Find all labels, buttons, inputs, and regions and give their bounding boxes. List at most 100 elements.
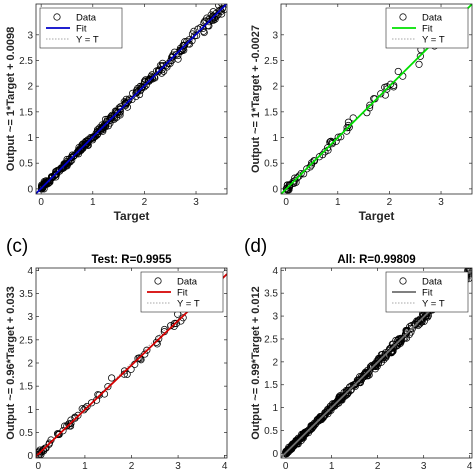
data-point xyxy=(285,183,293,192)
data-point xyxy=(414,317,422,325)
data-point xyxy=(338,393,346,401)
data-point xyxy=(361,370,370,378)
chart-title: All: R=0.99809 xyxy=(337,254,415,266)
x-tick-label: 1 xyxy=(82,461,88,472)
data-point xyxy=(97,124,106,132)
legend-data-marker xyxy=(399,13,407,21)
data-point xyxy=(285,181,293,190)
data-point xyxy=(193,31,201,40)
y-axis-label: Output ~= 0.96*Target + 0.033 xyxy=(5,286,17,440)
data-point xyxy=(386,345,394,353)
data-point xyxy=(123,103,132,111)
data-point xyxy=(60,161,68,169)
data-point xyxy=(199,24,207,32)
data-point xyxy=(36,448,44,456)
data-point xyxy=(57,164,66,172)
y-tick-label: 2.5 xyxy=(264,334,278,345)
data-point xyxy=(93,128,101,136)
axes-box xyxy=(280,267,473,459)
data-point xyxy=(140,83,148,91)
data-point xyxy=(63,422,71,430)
data-point xyxy=(347,385,355,394)
y-tick-label: 1.5 xyxy=(19,382,33,393)
chart-panel-4: 0 1 2 3 4 0 0.5 1 1.5 2 2.5 3 3.5 4 Output ~= 0.99*Tar… xyxy=(244,236,473,472)
axes-box xyxy=(35,3,228,195)
legend-entry: Y = T xyxy=(422,34,445,45)
x-tick-label: 1 xyxy=(335,197,341,208)
data-point xyxy=(421,313,429,321)
data-point xyxy=(331,399,340,407)
chart-panel-1: 0 1 2 3 0 0.5 1 1.5 2 2.5 3 Target Output ~= 1*Targe… xyxy=(5,3,228,223)
data-points xyxy=(36,284,221,458)
data-point xyxy=(299,430,308,438)
data-point xyxy=(366,101,374,109)
legend-entry: Fit xyxy=(422,23,433,34)
data-point xyxy=(415,60,423,68)
x-tick-label: 1 xyxy=(329,461,335,472)
x-axis-label: Target xyxy=(114,209,150,223)
data-point xyxy=(69,152,77,160)
data-point xyxy=(319,413,327,421)
data-point xyxy=(308,421,316,429)
data-point xyxy=(422,312,430,320)
data-point xyxy=(381,91,389,99)
data-point xyxy=(136,87,144,95)
x-tick-label: 1 xyxy=(90,197,96,208)
y-tick-label: 0.5 xyxy=(264,159,278,170)
legend-entry: Fit xyxy=(76,23,87,34)
x-tick-label: 3 xyxy=(193,197,199,208)
y-tick-label: 3 xyxy=(272,30,278,41)
data-point xyxy=(116,106,124,114)
data-point xyxy=(102,120,110,128)
data-point xyxy=(343,124,351,132)
x-tick-label: 2 xyxy=(129,461,135,472)
data-point xyxy=(342,391,350,399)
data-point xyxy=(390,83,398,91)
data-point xyxy=(162,61,170,70)
data-point xyxy=(73,148,81,157)
data-point xyxy=(104,383,112,391)
data-point xyxy=(132,89,140,97)
y-tick-label: 0.5 xyxy=(19,159,33,170)
data-point xyxy=(65,420,73,428)
data-point xyxy=(39,446,47,454)
y-tick-label: 0.5 xyxy=(264,426,278,437)
data-point xyxy=(155,335,163,343)
data-point xyxy=(81,404,89,412)
data-point xyxy=(401,330,410,338)
data-point xyxy=(301,428,309,436)
data-point xyxy=(58,165,66,173)
legend-data-marker xyxy=(154,277,162,285)
data-point xyxy=(152,338,161,346)
data-point xyxy=(176,48,184,56)
data-point xyxy=(344,118,353,126)
chart-title: Test: R=0.9955 xyxy=(91,254,172,266)
y-tick-label: 2.5 xyxy=(264,56,278,67)
panel-label: (d) xyxy=(244,236,267,257)
y-tick-label: 3.5 xyxy=(19,289,33,300)
data-point xyxy=(200,28,208,37)
data-point xyxy=(328,140,336,148)
data-point xyxy=(154,68,163,76)
data-point xyxy=(378,354,387,362)
x-tick-label: 3 xyxy=(421,461,427,472)
data-point xyxy=(371,360,379,368)
data-point xyxy=(59,164,68,172)
data-point xyxy=(287,442,296,450)
x-tick-label: 0 xyxy=(38,197,44,208)
chart-panel-2: 0 1 2 3 0 0.5 1 1.5 2 2.5 3 Target Output ~= 1*Targe… xyxy=(250,3,473,223)
y-axis-label: Output ~= 0.99*Target + 0.012 xyxy=(250,286,262,440)
y-tick-label: 4 xyxy=(272,266,278,277)
x-tick-label: 4 xyxy=(467,461,473,472)
legend-entry: Fit xyxy=(422,287,433,298)
data-point xyxy=(284,448,293,456)
y-tick-label: 0 xyxy=(272,449,278,460)
x-tick-label: 0 xyxy=(283,197,289,208)
data-point xyxy=(170,320,178,328)
data-point xyxy=(310,419,318,427)
y-tick-label: 2.5 xyxy=(19,335,33,346)
data-point xyxy=(312,419,320,427)
data-point xyxy=(54,430,62,439)
